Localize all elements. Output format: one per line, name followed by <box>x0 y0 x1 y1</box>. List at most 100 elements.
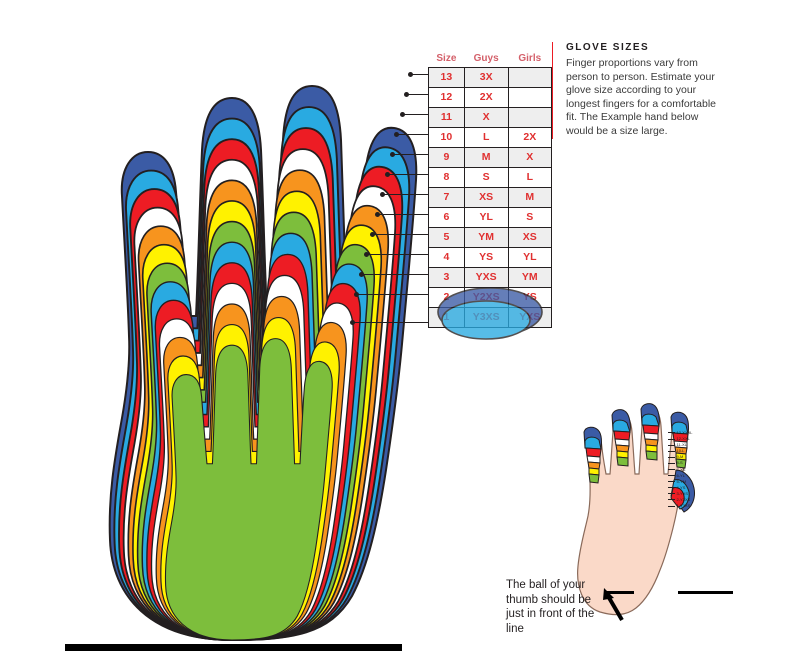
thumb-arrow-icon <box>603 588 624 622</box>
leader-dot-12 <box>404 92 409 97</box>
leader-line-13 <box>412 74 430 75</box>
tick-mark <box>668 438 675 440</box>
mini-label: 12-XXL <box>668 436 693 442</box>
cell-girls <box>507 87 553 108</box>
leader-dot-5 <box>370 232 375 237</box>
cell-girls: YXS <box>507 307 553 328</box>
leader-line-7 <box>384 194 430 195</box>
mini-label: 2-Y2XS <box>668 497 693 503</box>
leader-line-8 <box>389 174 430 175</box>
leader-line-11 <box>404 114 430 115</box>
thumb-reference-line-left <box>606 591 634 594</box>
leader-line-1 <box>354 322 430 323</box>
table-row[interactable]: 6 YL S <box>428 207 553 228</box>
mini-label: 11-XL <box>668 442 693 448</box>
table-row[interactable]: 1 Y3XS YXS <box>428 307 553 328</box>
cell-size: 12 <box>428 87 465 108</box>
leader-dot-7 <box>380 192 385 197</box>
cell-guys: L <box>463 127 509 148</box>
info-body: Finger proportions vary from person to p… <box>566 57 716 137</box>
mini-label-text: 11-XL <box>676 442 687 448</box>
mini-label-text: 7-XS <box>676 466 686 472</box>
mini-label: 1-Y3XS <box>668 503 693 509</box>
cell-guys: S <box>463 167 509 188</box>
mini-label: 10-L <box>668 448 693 454</box>
table-row[interactable]: 9 M X <box>428 147 553 168</box>
cell-size: 9 <box>428 147 465 168</box>
cell-guys: YXS <box>463 267 509 288</box>
cell-girls <box>507 107 553 128</box>
measurement-baseline <box>65 644 402 651</box>
cell-size: 10 <box>428 127 465 148</box>
cell-girls: L <box>507 167 553 188</box>
table-row[interactable]: 10 L 2X <box>428 127 553 148</box>
cell-girls: XS <box>507 227 553 248</box>
cell-size: 3 <box>428 267 465 288</box>
mini-label-text: 2-Y2XS <box>676 497 691 503</box>
glove-sizes-info-panel: GLOVE SIZES Finger proportions vary from… <box>552 42 716 139</box>
cell-size: 8 <box>428 167 465 188</box>
leader-dot-3 <box>359 272 364 277</box>
tick-mark <box>668 456 675 458</box>
mini-label-text: 4-YS <box>676 484 686 490</box>
glove-size-table: Size Guys Girls 13 3X 12 2X 11 X 10 <box>428 50 553 328</box>
mini-label: 5-YM <box>668 479 693 485</box>
column-header-guys: Guys <box>464 50 509 68</box>
cell-girls: S <box>507 207 553 228</box>
table-row[interactable]: 2 Y2XS YS <box>428 287 553 308</box>
cell-guys: Y3XS <box>463 307 509 328</box>
leader-dot-4 <box>364 252 369 257</box>
leader-line-5 <box>374 234 430 235</box>
mini-label-text: 3-YXS <box>676 490 689 496</box>
tick-mark <box>668 469 675 470</box>
cell-girls: X <box>507 147 553 168</box>
tick-mark <box>668 487 675 489</box>
leader-line-3 <box>363 274 430 275</box>
mini-label: 13-XXXL <box>668 430 693 436</box>
info-heading: GLOVE SIZES <box>566 42 650 53</box>
table-row[interactable]: 12 2X <box>428 87 553 108</box>
tick-mark <box>668 505 675 507</box>
table-row[interactable]: 5 YM XS <box>428 227 553 248</box>
thumb-instruction-text: The ball of your thumb should be just in… <box>506 579 595 635</box>
thumb-reference-line-right <box>678 591 733 594</box>
mini-label-text: 9-M <box>676 454 684 460</box>
cell-girls: M <box>507 187 553 208</box>
leader-dot-10 <box>394 132 399 137</box>
mini-label-text: 6-YL <box>676 472 685 478</box>
cell-size: 7 <box>428 187 465 208</box>
leader-line-4 <box>368 254 430 255</box>
table-row[interactable]: 7 XS M <box>428 187 553 208</box>
table-row[interactable]: 4 YS YL <box>428 247 553 268</box>
mini-label: 7-XS <box>668 467 693 473</box>
cell-guys: 2X <box>463 87 509 108</box>
table-row[interactable]: 3 YXS YM <box>428 267 553 288</box>
cell-girls: YL <box>507 247 553 268</box>
mini-label: 6-YL <box>668 473 693 479</box>
tick-mark <box>668 493 675 495</box>
cell-guys: YL <box>463 207 509 228</box>
cell-girls: YS <box>507 287 553 308</box>
leader-dot-13 <box>408 72 413 77</box>
tick-mark <box>668 475 675 477</box>
mini-label-text: 1-Y3XS <box>676 503 691 509</box>
example-hand-size-labels: 13-XXXL 12-XXL 11-XL 10-L 9-M 8-S 7-XS 6… <box>668 430 693 509</box>
table-row[interactable]: 8 S L <box>428 167 553 188</box>
leader-dot-6 <box>375 212 380 217</box>
mini-label-text: 10-L <box>676 448 685 454</box>
table-row[interactable]: 11 X <box>428 107 553 128</box>
leader-line-2 <box>358 294 430 295</box>
leader-dot-9 <box>390 152 395 157</box>
leader-line-6 <box>379 214 430 215</box>
cell-size: 11 <box>428 107 465 128</box>
leader-dot-11 <box>400 112 405 117</box>
cell-girls <box>507 67 553 88</box>
cell-guys: 3X <box>463 67 509 88</box>
tick-mark <box>668 462 675 464</box>
leader-dot-8 <box>385 172 390 177</box>
mini-label-text: 5-YM <box>676 478 687 484</box>
tick-mark <box>668 499 675 501</box>
table-row[interactable]: 13 3X <box>428 67 553 88</box>
mini-label-text: 13-XXXL <box>676 430 693 435</box>
